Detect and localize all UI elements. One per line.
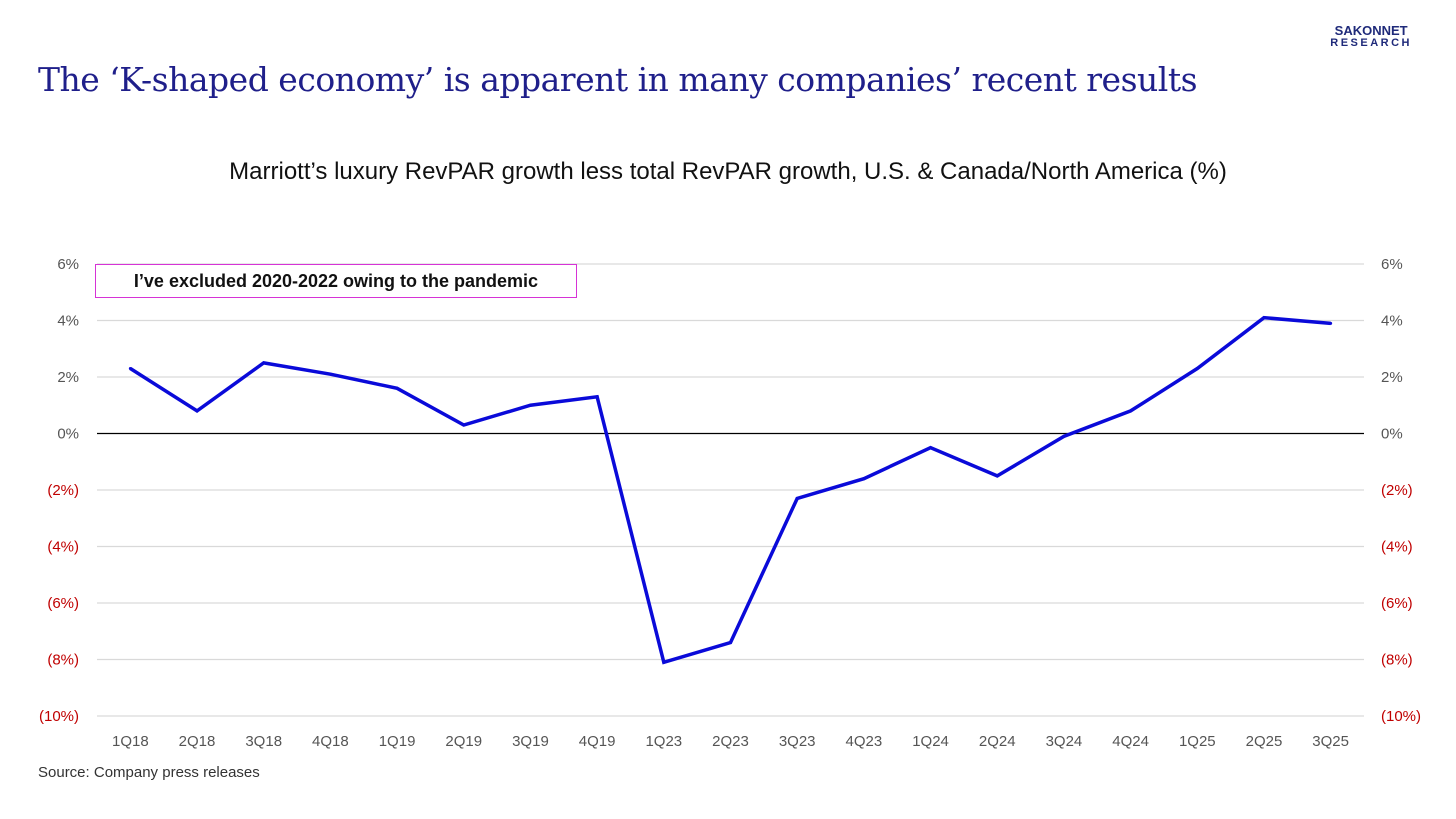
data-point <box>1129 409 1133 413</box>
data-point <box>328 372 332 376</box>
x-tick-label: 3Q19 <box>512 733 549 750</box>
y-tick-label-right: 4% <box>1381 313 1403 330</box>
y-tick-label-right: 0% <box>1381 426 1403 443</box>
x-tick-label: 1Q24 <box>912 733 949 750</box>
y-tick-label-left: 6% <box>57 256 79 273</box>
page-title: The ‘K-shaped economy’ is apparent in ma… <box>38 60 1198 99</box>
y-tick-label-left: 0% <box>57 426 79 443</box>
y-tick-label-left: (6%) <box>47 595 79 612</box>
data-point <box>462 423 466 427</box>
chart-title: Marriott’s luxury RevPAR growth less tot… <box>229 158 1227 185</box>
data-point <box>595 395 599 399</box>
annotation-box: I’ve excluded 2020-2022 owing to the pan… <box>95 264 577 298</box>
data-point <box>1195 367 1199 371</box>
y-tick-label-right: (2%) <box>1381 482 1413 499</box>
data-point <box>929 446 933 450</box>
x-tick-label: 3Q24 <box>1046 733 1083 750</box>
data-point <box>528 403 532 407</box>
y-tick-label-left: 4% <box>57 313 79 330</box>
logo-line-1: SAKONNET <box>1334 23 1408 38</box>
y-tick-label-right: (4%) <box>1381 539 1413 556</box>
x-tick-label: 1Q23 <box>645 733 682 750</box>
y-tick-label-left: 2% <box>57 369 79 386</box>
data-point <box>995 474 999 478</box>
y-tick-label-right: (10%) <box>1381 708 1421 725</box>
data-point <box>795 496 799 500</box>
y-tick-label-left: (4%) <box>47 539 79 556</box>
data-point <box>128 367 132 371</box>
x-tick-label: 1Q19 <box>379 733 416 750</box>
x-tick-label: 2Q24 <box>979 733 1016 750</box>
x-tick-label: 3Q23 <box>779 733 816 750</box>
logo-line-2: RESEARCH <box>1330 37 1412 49</box>
x-tick-label: 4Q19 <box>579 733 616 750</box>
y-tick-label-right: (8%) <box>1381 652 1413 669</box>
y-tick-label-left: (10%) <box>39 708 79 725</box>
x-tick-label: 1Q25 <box>1179 733 1216 750</box>
y-tick-label-right: 2% <box>1381 369 1403 386</box>
data-point <box>262 361 266 365</box>
data-point <box>1262 316 1266 320</box>
data-point <box>729 641 732 645</box>
x-tick-label: 1Q18 <box>112 733 149 750</box>
x-tick-label: 4Q23 <box>846 733 883 750</box>
y-tick-label-left: (8%) <box>47 652 79 669</box>
sakonnet-logo: SAKONNET RESEARCH <box>1330 23 1412 49</box>
data-point <box>662 660 666 664</box>
y-tick-label-left: (2%) <box>47 482 79 499</box>
data-point <box>395 386 399 390</box>
x-tick-label: 4Q24 <box>1112 733 1149 750</box>
y-tick-label-right: 6% <box>1381 256 1403 273</box>
source-note: Source: Company press releases <box>38 764 260 781</box>
y-tick-label-right: (6%) <box>1381 595 1413 612</box>
data-point <box>1329 321 1333 325</box>
data-point <box>1062 434 1066 438</box>
x-tick-label: 2Q18 <box>179 733 216 750</box>
data-point <box>195 409 199 413</box>
x-tick-label: 2Q23 <box>712 733 749 750</box>
x-tick-label: 3Q25 <box>1312 733 1349 750</box>
x-tick-label: 4Q18 <box>312 733 349 750</box>
x-tick-label: 2Q19 <box>445 733 482 750</box>
x-tick-label: 2Q25 <box>1246 733 1283 750</box>
x-tick-label: 3Q18 <box>245 733 282 750</box>
data-point <box>862 477 866 481</box>
